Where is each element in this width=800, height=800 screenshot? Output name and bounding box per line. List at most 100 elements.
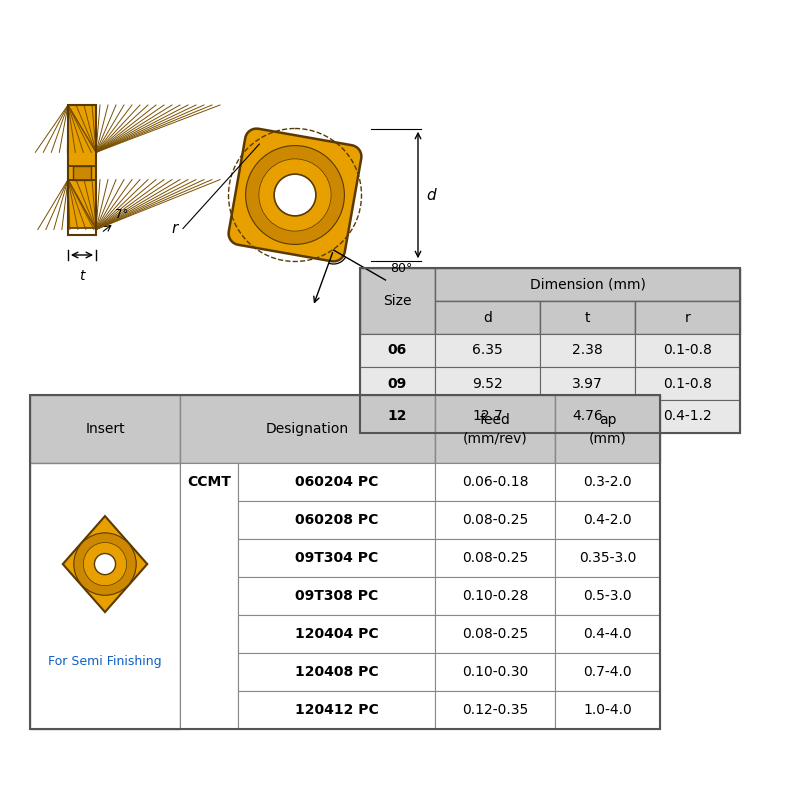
Text: 6.35: 6.35 [472,343,503,358]
Text: 0.06-0.18: 0.06-0.18 [462,475,528,489]
Bar [540,334,635,367]
Bar [180,395,435,463]
Bar [30,463,180,729]
Text: r: r [685,310,690,325]
Bar [635,367,740,400]
Bar [555,501,660,539]
Text: 09T304 PC: 09T304 PC [295,551,378,565]
Bar [435,400,540,433]
Text: 0.3-2.0: 0.3-2.0 [583,475,632,489]
Text: CCMT: CCMT [187,475,231,489]
Circle shape [83,542,126,586]
Bar [635,301,740,334]
Text: Insert: Insert [85,422,125,436]
Text: feed
(mm/rev): feed (mm/rev) [462,413,527,445]
Bar [555,653,660,691]
Bar [238,539,435,577]
Bar [435,653,555,691]
Text: 09T308 PC: 09T308 PC [295,589,378,603]
Bar [73,166,91,180]
Bar [360,400,435,433]
Bar [540,301,635,334]
Bar [435,395,555,463]
Bar [435,367,540,400]
Bar [435,334,540,367]
Text: 0.10-0.28: 0.10-0.28 [462,589,528,603]
Text: 80°: 80° [390,262,413,275]
Text: 3.97: 3.97 [572,377,603,390]
Bar [540,400,635,433]
Bar [238,615,435,653]
Text: 1.0-4.0: 1.0-4.0 [583,703,632,717]
Bar [360,268,740,433]
Bar [435,463,555,501]
Text: 12: 12 [388,410,407,423]
Text: 0.1-0.8: 0.1-0.8 [663,377,712,390]
Bar [238,577,435,615]
Bar [238,463,435,501]
Text: 0.5-3.0: 0.5-3.0 [583,589,632,603]
Text: 0.08-0.25: 0.08-0.25 [462,513,528,527]
Text: 12.7: 12.7 [472,410,503,423]
Bar [435,301,540,334]
Bar [238,501,435,539]
Circle shape [246,146,344,245]
Bar [435,615,555,653]
Bar [360,367,435,400]
Text: 0.08-0.25: 0.08-0.25 [462,551,528,565]
Circle shape [274,174,316,216]
Bar [435,577,555,615]
Text: 060204 PC: 060204 PC [295,475,378,489]
Bar [435,539,555,577]
Bar [540,367,635,400]
Polygon shape [91,166,96,180]
Text: 06: 06 [388,343,407,358]
Circle shape [94,554,115,574]
Bar [360,334,435,367]
Polygon shape [68,166,73,180]
Text: t: t [79,269,85,283]
Text: 0.4-2.0: 0.4-2.0 [583,513,632,527]
Bar [68,180,96,228]
Text: For Semi Finishing: For Semi Finishing [48,654,162,667]
Text: 2.38: 2.38 [572,343,603,358]
Bar [635,334,740,367]
Text: t: t [585,310,590,325]
Text: 0.08-0.25: 0.08-0.25 [462,627,528,641]
Bar [30,395,660,729]
Text: 9.52: 9.52 [472,377,503,390]
Polygon shape [62,516,147,612]
Text: 0.1-0.8: 0.1-0.8 [663,343,712,358]
Text: Designation: Designation [266,422,349,436]
Text: 0.10-0.30: 0.10-0.30 [462,665,528,679]
Text: d: d [483,310,492,325]
Bar [435,268,740,301]
Text: 060208 PC: 060208 PC [295,513,378,527]
Text: d: d [426,187,436,202]
Bar [68,105,96,235]
Circle shape [74,533,136,595]
Bar [555,615,660,653]
Text: 7°: 7° [115,208,128,221]
Bar [555,539,660,577]
Bar [238,691,435,729]
Text: 0.4-4.0: 0.4-4.0 [583,627,632,641]
Bar [555,395,660,463]
Text: Dimension (mm): Dimension (mm) [530,278,646,291]
Text: 120404 PC: 120404 PC [294,627,378,641]
Bar [435,501,555,539]
Text: Size: Size [383,294,412,308]
Bar [555,691,660,729]
Text: 0.4-1.2: 0.4-1.2 [663,410,712,423]
Polygon shape [229,129,362,262]
Text: 0.7-4.0: 0.7-4.0 [583,665,632,679]
Bar [238,653,435,691]
Text: ap
(mm): ap (mm) [589,413,626,445]
Bar [30,395,180,463]
Bar [180,463,238,729]
Bar [555,577,660,615]
Text: 120408 PC: 120408 PC [294,665,378,679]
Bar [360,268,435,334]
Text: 09: 09 [388,377,407,390]
Bar [555,463,660,501]
